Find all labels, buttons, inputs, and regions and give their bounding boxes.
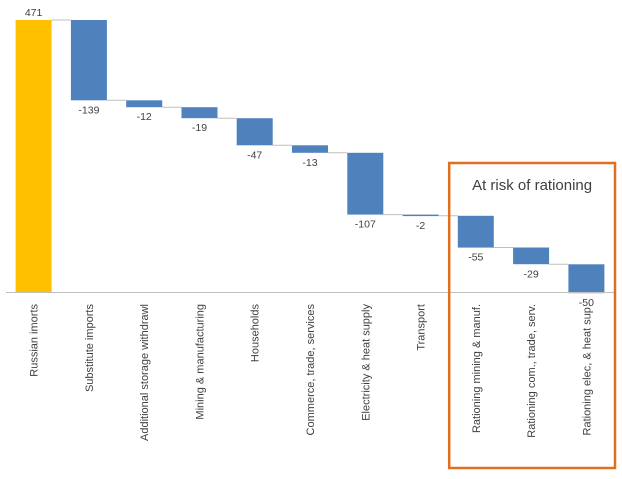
category-label-1: Russian imorts — [29, 304, 41, 377]
bar-11 — [568, 264, 605, 294]
category-labels: Russian imorts Substitute imports Addition… — [29, 304, 594, 441]
bar-10 — [513, 247, 550, 265]
category-label-9: Rationing mining & manuf. — [471, 304, 483, 433]
value-label-10: -29 — [524, 268, 539, 280]
value-label-7: -107 — [355, 219, 376, 231]
bar-9 — [457, 215, 494, 248]
value-label-5: -47 — [247, 149, 262, 161]
category-label-8: Transport — [416, 304, 428, 351]
category-label-3: Additional storage withdrawl — [139, 304, 151, 441]
bar-2 — [70, 20, 107, 101]
bar-7 — [347, 152, 384, 215]
rationing-highlight-box — [447, 161, 617, 470]
value-label-4: -19 — [192, 122, 207, 134]
category-label-11: Rationing elec, & heat sup. — [581, 304, 593, 435]
value-labels: 471 -139 -12 -19 -47 -13 -107 -2 -55 -29 -50 — [25, 7, 594, 309]
bar-4 — [181, 107, 218, 119]
bars — [15, 20, 605, 294]
bar-6 — [292, 145, 328, 153]
value-label-9: -55 — [468, 252, 483, 264]
value-label-1: 471 — [25, 7, 43, 19]
bar-3 — [126, 100, 163, 108]
value-label-11: -50 — [579, 297, 594, 309]
rationing-annotation: At risk of rationing — [472, 177, 592, 194]
value-label-6: -13 — [302, 157, 317, 169]
category-label-6: Commerce, trade, services — [305, 304, 317, 436]
category-label-5: Households — [250, 304, 262, 363]
category-label-4: Mining & manufacturing — [195, 304, 207, 420]
bar-5 — [236, 118, 273, 146]
value-label-3: -12 — [137, 111, 152, 123]
category-label-10: Rationing com., trade, serv. — [526, 304, 538, 438]
bar-1 — [15, 20, 52, 292]
category-label-7: Electricity & heat supply — [360, 304, 372, 421]
value-label-8: -2 — [416, 220, 425, 232]
bar-8 — [402, 214, 439, 217]
category-label-2: Substitute imports — [84, 304, 96, 393]
connector-lines — [51, 19, 569, 265]
value-label-2: -139 — [78, 104, 99, 116]
